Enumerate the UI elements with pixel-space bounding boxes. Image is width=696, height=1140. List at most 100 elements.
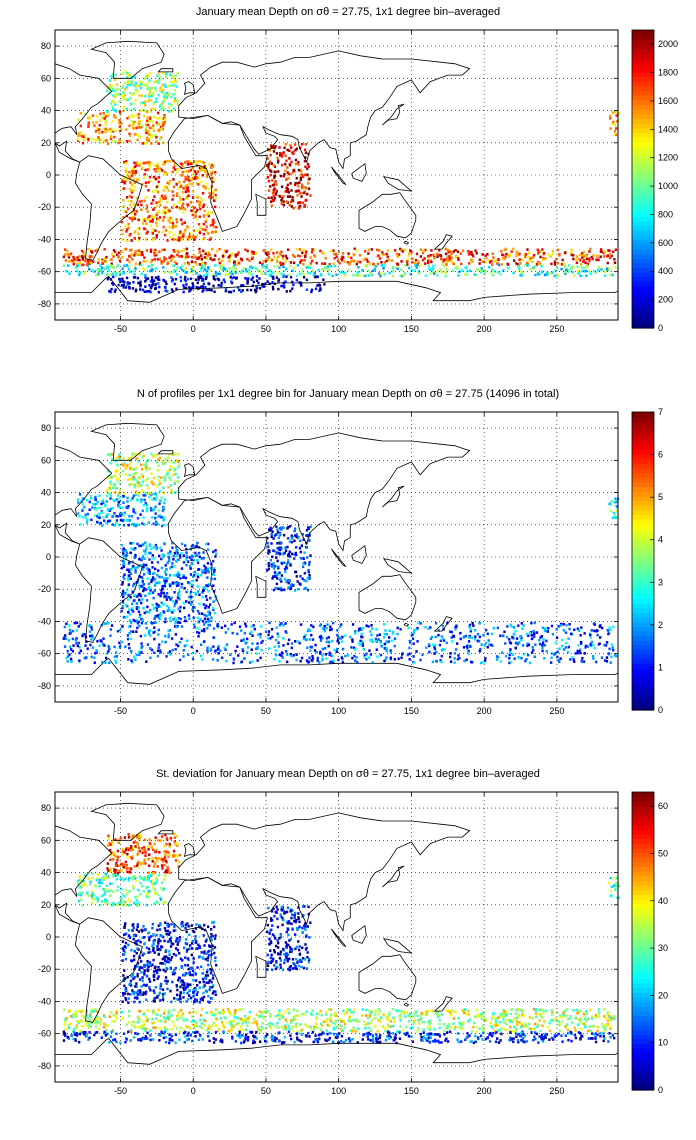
- data-cell: [132, 92, 136, 95]
- data-cell: [181, 235, 184, 239]
- data-cell: [286, 195, 290, 198]
- data-cell: [160, 262, 163, 265]
- data-cell: [116, 494, 120, 497]
- data-cell: [140, 203, 143, 207]
- data-cell: [129, 134, 132, 137]
- data-cell: [461, 249, 465, 252]
- data-cell: [179, 279, 183, 283]
- colorbar-segment: [632, 612, 654, 618]
- data-cell: [448, 256, 451, 260]
- data-cell: [124, 169, 128, 173]
- colorbar-segment: [632, 300, 654, 306]
- data-cell: [216, 622, 219, 626]
- data-cell: [162, 121, 165, 125]
- data-cell: [388, 629, 391, 633]
- data-cell: [434, 635, 437, 639]
- data-cell: [180, 542, 184, 546]
- data-cell: [413, 269, 416, 272]
- data-cell: [314, 643, 317, 647]
- data-cell: [305, 528, 309, 532]
- data-cell: [341, 270, 344, 273]
- data-cell: [389, 650, 393, 654]
- data-cell: [563, 270, 566, 274]
- data-cell: [107, 269, 111, 272]
- data-cell: [135, 630, 138, 633]
- data-cell: [258, 277, 261, 280]
- data-cell: [446, 248, 450, 252]
- data-cell: [139, 500, 143, 504]
- data-cell: [111, 105, 115, 109]
- data-cell: [81, 516, 84, 519]
- data-cells: [62, 70, 621, 294]
- data-cell: [191, 555, 194, 558]
- data-cell: [277, 280, 280, 283]
- data-cell: [137, 218, 140, 222]
- data-cell: [186, 188, 190, 191]
- data-cell: [295, 176, 298, 180]
- data-cell: [207, 620, 210, 623]
- data-cell: [206, 650, 209, 653]
- data-cell: [520, 258, 524, 261]
- data-cell: [146, 119, 149, 123]
- data-cell: [123, 93, 127, 97]
- data-cell: [158, 105, 162, 108]
- data-cell: [146, 577, 149, 580]
- data-cell: [174, 616, 177, 620]
- data-cell: [532, 267, 535, 271]
- data-cell: [130, 659, 133, 662]
- data-cell: [147, 129, 150, 133]
- data-cell: [144, 276, 147, 279]
- data-cell: [210, 211, 213, 214]
- data-cell: [185, 555, 188, 559]
- data-cell: [337, 268, 340, 271]
- data-cell: [152, 175, 156, 179]
- data-cell: [207, 267, 210, 270]
- data-cell: [122, 563, 125, 567]
- data-cell: [158, 116, 161, 120]
- data-cell: [278, 624, 281, 627]
- data-cell: [165, 282, 168, 286]
- data-cell: [124, 557, 127, 561]
- data-cell: [208, 253, 211, 257]
- data-cell: [339, 271, 342, 274]
- data-cell: [155, 165, 159, 169]
- data-cell: [314, 287, 318, 291]
- data-cell: [191, 196, 195, 199]
- data-cell: [124, 162, 127, 165]
- data-cell: [126, 76, 129, 80]
- data-cell: [76, 644, 79, 648]
- data-cell: [109, 894, 112, 897]
- data-cell: [140, 272, 143, 276]
- data-cell: [380, 264, 383, 267]
- data-cell: [310, 250, 314, 254]
- data-cell: [192, 210, 195, 214]
- data-cell: [65, 269, 68, 273]
- data-cell: [124, 70, 127, 73]
- data-cell: [270, 196, 273, 200]
- data-cell: [128, 139, 131, 143]
- data-cell: [125, 196, 129, 199]
- data-cell: [107, 621, 110, 625]
- coastline: [178, 432, 471, 552]
- data-cell: [93, 661, 96, 664]
- data-cell: [135, 605, 139, 609]
- data-cell: [303, 572, 307, 575]
- data-cell: [515, 637, 519, 640]
- data-cell: [316, 275, 319, 278]
- data-cell: [166, 216, 170, 220]
- data-cell: [167, 106, 170, 109]
- data-cell: [77, 262, 80, 265]
- data-cell: [143, 199, 146, 203]
- colorbar-segment: [632, 542, 654, 548]
- data-cell: [78, 659, 81, 662]
- data-cell: [209, 647, 213, 650]
- colorbar-tick-label: 1000: [658, 181, 678, 191]
- data-cell: [380, 272, 383, 275]
- data-cell: [82, 135, 85, 139]
- data-cell: [178, 609, 182, 613]
- data-cell: [130, 196, 133, 199]
- data-cell: [305, 534, 308, 537]
- data-cell: [464, 634, 468, 638]
- data-cell: [154, 512, 157, 515]
- data-cell: [154, 248, 157, 252]
